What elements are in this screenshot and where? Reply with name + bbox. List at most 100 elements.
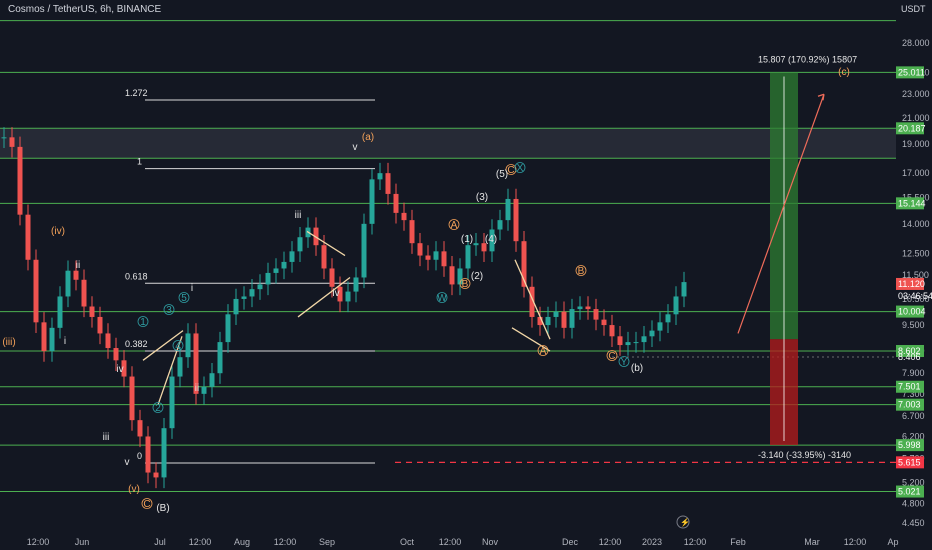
candle-body	[569, 309, 575, 328]
wedge-line	[297, 276, 351, 318]
wave-label: (iii)	[2, 337, 15, 348]
level-tag	[896, 344, 924, 357]
wave-label: (a)	[362, 132, 374, 143]
level-tag	[896, 485, 924, 498]
chart-title: Cosmos / TetherUS, 6h, BINANCE	[8, 4, 162, 15]
price-tick: 12.500	[902, 248, 930, 258]
wave-circle	[606, 350, 618, 361]
candle-body	[33, 259, 39, 323]
time-tick: Aug	[234, 537, 250, 547]
resistance-zone	[0, 128, 896, 159]
arrow-head	[817, 93, 825, 101]
wave-label: A	[451, 220, 458, 231]
candle-body	[209, 373, 215, 387]
candle-body	[161, 428, 167, 478]
candle-body	[561, 311, 567, 328]
candle-body	[449, 266, 455, 285]
candle-body	[601, 319, 607, 326]
candle-body	[409, 220, 415, 244]
fib-label: 0	[137, 451, 142, 461]
candle-body	[377, 173, 383, 180]
candle-body	[537, 316, 543, 326]
wave-label: i	[64, 336, 66, 347]
currency-label: USDT	[901, 4, 926, 14]
candle-body	[505, 198, 511, 221]
price-tick: 5.200	[902, 477, 925, 487]
lightning-icon	[676, 515, 690, 529]
candle-body	[73, 270, 79, 280]
candle-body	[337, 286, 343, 302]
candle-body	[489, 229, 495, 252]
wave-label: (4)	[485, 234, 497, 245]
candle-body	[169, 376, 175, 429]
candle-body	[41, 322, 47, 352]
candle-body	[665, 314, 671, 323]
candle-body	[105, 333, 111, 349]
price-tick: 6.200	[902, 431, 925, 441]
candle-body	[633, 342, 639, 344]
candle-body	[9, 137, 15, 147]
candle-body	[681, 282, 687, 297]
level-tag	[896, 380, 924, 393]
wave-label: ii	[76, 260, 80, 271]
time-tick: 12:00	[599, 537, 622, 547]
wave-label: Y	[621, 357, 628, 368]
wave-label: C	[507, 165, 514, 176]
wave-label: iv	[332, 288, 339, 299]
candle-body	[137, 420, 143, 437]
price-tick: 21.000	[902, 113, 930, 123]
level-tag	[896, 66, 924, 79]
level-tag-text: 15.144	[898, 198, 926, 208]
time-tick: Dec	[562, 537, 579, 547]
wave-label: iv	[116, 364, 123, 375]
wave-circle	[141, 498, 153, 509]
time-tick: Mar	[804, 537, 820, 547]
stop-level-tag	[896, 456, 924, 469]
candle-body	[609, 325, 615, 337]
candle-body	[177, 357, 183, 377]
candle-body	[289, 251, 295, 262]
wedge-line	[157, 336, 183, 406]
candle-body	[553, 311, 559, 317]
wave-label: 2	[155, 403, 161, 414]
time-tick: Nov	[482, 537, 499, 547]
price-tick: 11.500	[902, 270, 929, 280]
candle-body	[257, 284, 263, 290]
candle-body	[121, 360, 127, 377]
wave-label: (B)	[156, 503, 169, 514]
candle-body	[673, 296, 679, 315]
price-tick: 15.500	[902, 192, 930, 202]
price-tick: 19.000	[902, 139, 930, 149]
level-tag	[896, 197, 924, 210]
candle-body	[545, 316, 551, 326]
candle-body	[281, 261, 287, 269]
wave-label: 4	[175, 341, 181, 352]
wedge-line	[306, 230, 346, 257]
candle-body	[513, 198, 519, 242]
wave-label: C	[143, 499, 150, 510]
candle-body	[1, 137, 7, 139]
candle-body	[577, 306, 583, 310]
candle-body	[89, 306, 95, 317]
candle-body	[217, 342, 223, 374]
wave-circle	[436, 292, 448, 303]
stop-text: -3.140 (-33.95%) -3140	[758, 450, 851, 460]
fib-label: 1	[137, 157, 142, 167]
time-tick: Feb	[730, 537, 746, 547]
candle-body	[193, 333, 199, 394]
wave-label: A	[540, 346, 547, 357]
price-tick: 4.450	[902, 518, 925, 528]
candle-body	[321, 245, 327, 269]
candle-body	[401, 212, 407, 221]
wave-label: (iv)	[51, 226, 65, 237]
candle-body	[625, 342, 631, 346]
candle-body	[65, 270, 71, 297]
candle-body	[49, 327, 55, 352]
candle-body	[265, 272, 271, 285]
fib-label: 0.618	[125, 271, 148, 281]
candle-body	[529, 286, 535, 317]
wave-circle	[575, 265, 587, 276]
lightning-glyph: ⚡	[680, 517, 690, 527]
level-tag	[896, 398, 924, 411]
